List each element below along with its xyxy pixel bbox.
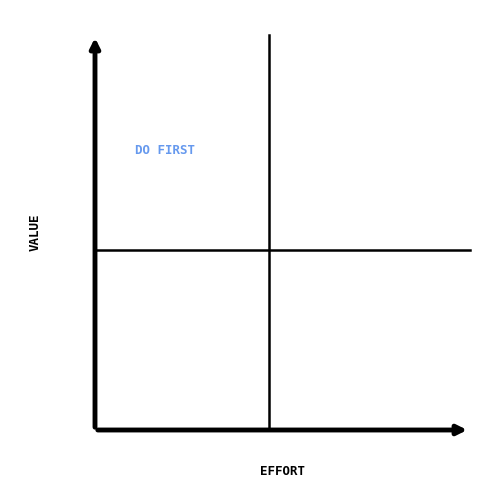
Text: EFFORT: EFFORT [260,465,305,478]
Text: DO FIRST: DO FIRST [135,144,195,156]
Text: VALUE: VALUE [28,214,42,251]
